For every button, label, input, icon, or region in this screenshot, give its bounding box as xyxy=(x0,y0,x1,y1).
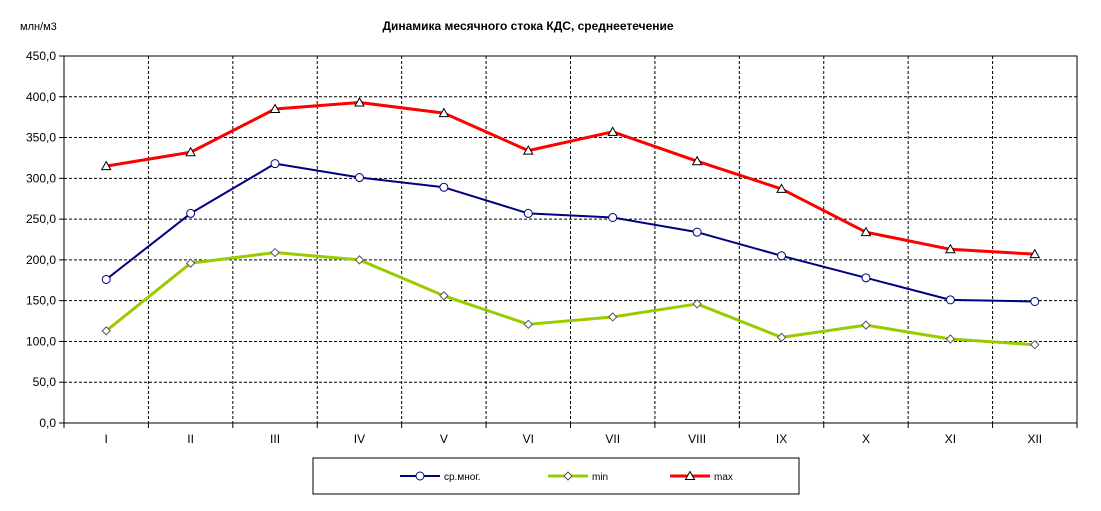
x-tick-label: VIII xyxy=(688,432,706,446)
data-point xyxy=(945,334,956,344)
x-tick-label: XI xyxy=(945,432,956,446)
data-point xyxy=(354,255,365,265)
data-point xyxy=(776,183,787,193)
data-point xyxy=(185,146,196,157)
x-tick-label: III xyxy=(270,432,280,446)
legend-item: min xyxy=(548,471,608,483)
y-tick-label: 200,0 xyxy=(26,253,56,267)
y-tick-label: 250,0 xyxy=(26,212,56,226)
y-axis-ticks: 0,0 50,0 100,0 150,0 200,0 250,0 300,0 350,0 400… xyxy=(26,49,64,430)
data-point xyxy=(100,160,112,171)
data-point xyxy=(608,312,618,322)
x-tick-label: VII xyxy=(605,432,620,446)
data-point xyxy=(860,226,872,237)
x-tick-label: IX xyxy=(776,432,787,446)
data-point xyxy=(777,251,787,261)
chart-title: Динамика месячного стока КДС, среднеетеч… xyxy=(382,19,673,33)
data-point xyxy=(101,274,111,284)
y-tick-label: 0,0 xyxy=(39,416,56,430)
x-tick-label: XII xyxy=(1027,432,1042,446)
series-0 xyxy=(101,159,1040,306)
data-point xyxy=(354,96,365,107)
data-point xyxy=(523,208,533,218)
data-point xyxy=(776,332,787,343)
series-line xyxy=(105,251,1035,347)
y-tick-label: 400,0 xyxy=(26,90,56,104)
series-2 xyxy=(100,96,1041,259)
y-tick-label: 300,0 xyxy=(26,171,56,185)
series-line xyxy=(105,100,1035,256)
data-point xyxy=(438,107,450,118)
legend: ср.мног. min max xyxy=(400,470,733,483)
legend-label: ср.мног. xyxy=(444,472,481,483)
data-point xyxy=(692,299,702,309)
x-tick-label: I xyxy=(105,432,108,446)
data-point xyxy=(186,208,196,218)
y-axis-label: млн/м3 xyxy=(20,21,57,33)
y-tick-label: 100,0 xyxy=(26,334,56,348)
data-point xyxy=(522,145,534,155)
legend-item: ср.мног. xyxy=(400,471,481,483)
y-tick-label: 150,0 xyxy=(26,294,56,308)
data-point xyxy=(270,247,280,258)
data-point xyxy=(1029,248,1041,259)
gridlines xyxy=(64,56,1077,423)
data-point xyxy=(607,126,619,136)
data-point xyxy=(861,273,871,283)
data-point xyxy=(185,258,196,268)
x-tick-label: X xyxy=(862,432,870,446)
series-group xyxy=(100,96,1041,350)
data-point xyxy=(861,320,871,330)
y-tick-label: 350,0 xyxy=(26,131,56,145)
y-tick-label: 450,0 xyxy=(26,49,56,63)
data-point xyxy=(523,319,533,330)
legend-swatch-marker xyxy=(563,471,573,481)
series-line xyxy=(105,162,1035,303)
data-point xyxy=(439,291,449,301)
data-point xyxy=(608,212,618,222)
data-point xyxy=(692,227,702,237)
legend-item: max xyxy=(670,470,733,483)
data-point xyxy=(1030,339,1040,350)
x-tick-label: VI xyxy=(523,432,534,446)
data-point xyxy=(1030,296,1040,306)
data-point xyxy=(945,295,955,305)
data-point xyxy=(101,326,111,336)
data-point xyxy=(269,103,281,114)
legend-swatch-marker xyxy=(415,471,425,481)
data-point xyxy=(691,155,703,166)
legend-label: min xyxy=(592,472,608,483)
legend-swatch-marker xyxy=(684,470,696,480)
x-tick-label: IV xyxy=(354,432,365,446)
y-tick-label: 50,0 xyxy=(33,375,57,389)
data-point xyxy=(354,173,364,183)
series-1 xyxy=(101,247,1040,350)
x-axis-ticks: I II III IV V VI VII VIII IX X XI XII xyxy=(63,423,1078,446)
x-tick-label: II xyxy=(187,432,194,446)
legend-label: max xyxy=(714,472,733,483)
data-point xyxy=(439,182,449,192)
x-tick-label: V xyxy=(440,432,448,446)
data-point xyxy=(945,243,956,254)
data-point xyxy=(270,159,280,169)
